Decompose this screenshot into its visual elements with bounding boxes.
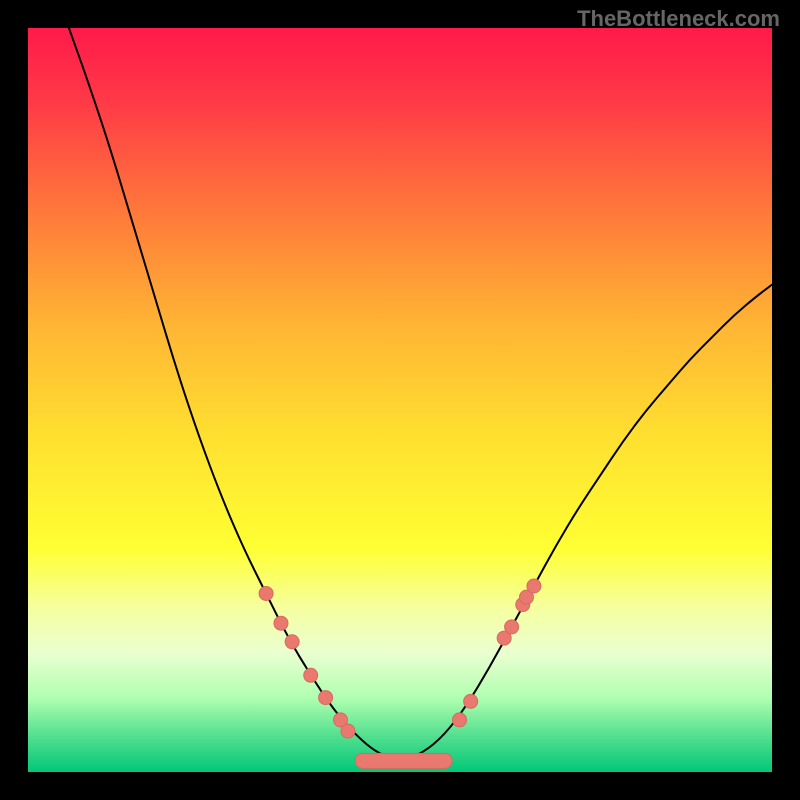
data-point <box>259 586 273 600</box>
data-point <box>453 713 467 727</box>
data-point <box>274 616 288 630</box>
data-point <box>527 579 541 593</box>
data-point <box>341 724 355 738</box>
chart-background <box>28 28 772 772</box>
data-point <box>505 620 519 634</box>
chart-area <box>28 28 772 772</box>
data-point <box>285 635 299 649</box>
watermark-text: TheBottleneck.com <box>577 6 780 32</box>
data-point <box>464 694 478 708</box>
optimal-range-bar <box>355 753 452 768</box>
chart-svg <box>28 28 772 772</box>
data-point <box>319 691 333 705</box>
data-point <box>304 668 318 682</box>
